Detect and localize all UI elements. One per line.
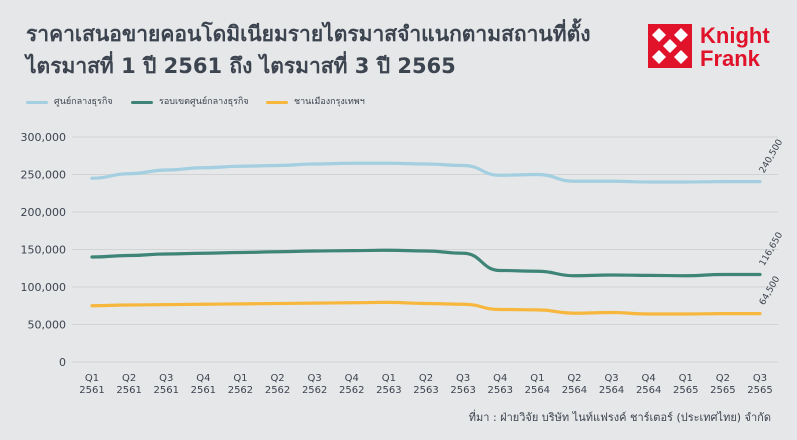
knight-frank-diamond-logo-icon <box>648 24 692 68</box>
x-tick-label-year: 2563 <box>487 385 512 396</box>
x-tick-label-quarter: Q3 <box>456 373 470 384</box>
data-label-suburban: 64,500 <box>758 275 783 308</box>
x-tick-label-year: 2564 <box>562 385 587 396</box>
legend-label-cbd: ศูนย์กลางธุรกิจ <box>54 97 113 107</box>
y-tick-label: 300,000 <box>21 131 67 144</box>
x-tick-label-quarter: Q3 <box>604 373 618 384</box>
data-label-cbd: 240,500 <box>758 138 785 175</box>
x-tick-label-year: 2565 <box>710 385 735 396</box>
logo-text-line1: Knight <box>700 24 770 48</box>
x-tick-label-quarter: Q2 <box>122 373 136 384</box>
x-tick-label-quarter: Q1 <box>679 373 693 384</box>
y-tick-label: 100,000 <box>21 281 67 294</box>
y-tick-label: 0 <box>59 356 66 369</box>
chart-title-line1: ราคาเสนอขายคอนโดมิเนียมรายไตรมาสจำแนกตาม… <box>26 22 591 46</box>
x-tick-label-year: 2564 <box>599 385 624 396</box>
x-tick-label-quarter: Q1 <box>530 373 544 384</box>
x-tick-label-quarter: Q1 <box>233 373 247 384</box>
legend-item-suburban: ชานเมืองกรุงเทพฯ <box>266 96 466 110</box>
source-note: ที่มา : ฝ่ายวิจัย บริษัท ไนท์แฟรงค์ ชาร์… <box>468 411 771 424</box>
x-tick-label-quarter: Q4 <box>493 373 507 384</box>
x-tick-label-year: 2562 <box>228 385 253 396</box>
x-tick-label-year: 2562 <box>265 385 290 396</box>
x-tick-label-quarter: Q3 <box>308 373 322 384</box>
x-tick-label-year: 2561 <box>153 385 178 396</box>
x-tick-label-year: 2563 <box>450 385 475 396</box>
legend-swatch-fringe <box>131 101 153 104</box>
x-tick-label-year: 2563 <box>376 385 401 396</box>
x-tick-label-quarter: Q1 <box>85 373 99 384</box>
y-tick-label: 150,000 <box>21 244 67 257</box>
chart-title-line2: ไตรมาสที่ 1 ปี 2561 ถึง ไตรมาสที่ 3 ปี 2… <box>26 54 456 78</box>
legend-swatch-suburban <box>266 101 288 104</box>
knight-frank-logo: Knight Frank <box>648 24 770 71</box>
x-tick-label-year: 2561 <box>79 385 104 396</box>
x-tick-label-year: 2561 <box>191 385 216 396</box>
x-tick-label-year: 2562 <box>339 385 364 396</box>
x-tick-label-year: 2565 <box>673 385 698 396</box>
chart-title: ราคาเสนอขายคอนโดมิเนียมรายไตรมาสจำแนกตาม… <box>26 18 626 82</box>
x-tick-label-quarter: Q2 <box>716 373 730 384</box>
x-tick-label-year: 2564 <box>636 385 661 396</box>
y-tick-label: 50,000 <box>28 319 67 332</box>
x-tick-label-quarter: Q2 <box>567 373 581 384</box>
x-tick-label-year: 2561 <box>116 385 141 396</box>
x-tick-label-year: 2565 <box>747 385 772 396</box>
x-tick-label-quarter: Q3 <box>753 373 767 384</box>
legend-swatch-cbd <box>26 101 48 104</box>
legend-label-fringe: รอบเขตศูนย์กลางธุรกิจ <box>159 97 249 107</box>
x-tick-label-quarter: Q4 <box>196 373 210 384</box>
x-tick-label-quarter: Q1 <box>382 373 396 384</box>
legend-label-suburban: ชานเมืองกรุงเทพฯ <box>294 97 365 107</box>
series-line-suburban <box>90 300 762 316</box>
x-tick-label-year: 2562 <box>302 385 327 396</box>
x-tick-label-year: 2563 <box>413 385 438 396</box>
x-tick-label-quarter: Q4 <box>345 373 359 384</box>
x-tick-label-quarter: Q3 <box>159 373 173 384</box>
x-tick-label-quarter: Q4 <box>642 373 656 384</box>
series-line-cbd <box>90 161 762 184</box>
legend-item-fringe: รอบเขตศูนย์กลางธุรกิจ <box>131 96 331 110</box>
x-tick-label-quarter: Q2 <box>270 373 284 384</box>
x-tick-label-year: 2564 <box>525 385 550 396</box>
logo-text-line2: Frank <box>700 46 761 71</box>
y-tick-label: 250,000 <box>21 169 67 182</box>
y-tick-label: 200,000 <box>21 206 67 219</box>
x-tick-label-quarter: Q2 <box>419 373 433 384</box>
series-line-fringe <box>90 248 762 278</box>
legend-item-cbd: ศูนย์กลางธุรกิจ <box>26 96 226 110</box>
